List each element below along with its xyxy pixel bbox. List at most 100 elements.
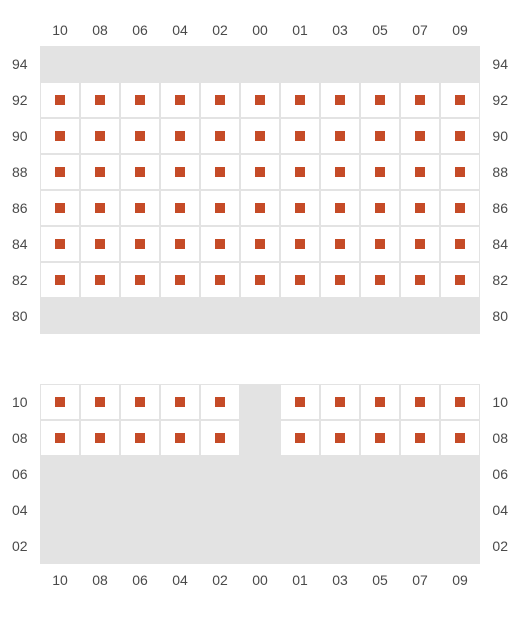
seat-marker xyxy=(55,433,65,443)
cell xyxy=(160,82,200,118)
row-label: 92 xyxy=(12,92,28,108)
seat-marker xyxy=(375,397,385,407)
cell xyxy=(80,118,120,154)
cell xyxy=(280,384,320,420)
seat-marker xyxy=(295,239,305,249)
col-label: 06 xyxy=(132,22,148,38)
seat-marker xyxy=(415,397,425,407)
seat-marker xyxy=(215,275,225,285)
cell xyxy=(280,298,320,334)
seat-marker xyxy=(335,131,345,141)
row-label: 04 xyxy=(492,502,508,518)
row-label: 10 xyxy=(12,394,28,410)
cell xyxy=(440,384,480,420)
seat-marker xyxy=(215,167,225,177)
cell xyxy=(120,226,160,262)
cell xyxy=(240,118,280,154)
row-label: 80 xyxy=(12,308,28,324)
cell xyxy=(440,492,480,528)
cell xyxy=(320,528,360,564)
cell xyxy=(240,492,280,528)
row-label: 06 xyxy=(492,466,508,482)
cell xyxy=(320,420,360,456)
col-label: 09 xyxy=(452,22,468,38)
cell xyxy=(400,226,440,262)
seat-marker xyxy=(215,433,225,443)
cell xyxy=(160,190,200,226)
row-label: 84 xyxy=(492,236,508,252)
seat-marker xyxy=(95,131,105,141)
seat-marker xyxy=(335,203,345,213)
col-label: 05 xyxy=(372,572,388,588)
cell xyxy=(440,420,480,456)
seat-marker xyxy=(455,275,465,285)
cell xyxy=(120,420,160,456)
seat-marker xyxy=(95,203,105,213)
seat-marker xyxy=(415,95,425,105)
cell xyxy=(280,492,320,528)
cell xyxy=(80,154,120,190)
cell xyxy=(360,262,400,298)
seat-marker xyxy=(95,397,105,407)
col-label: 10 xyxy=(52,572,68,588)
seat-marker xyxy=(295,397,305,407)
cell xyxy=(120,154,160,190)
cell xyxy=(240,384,280,420)
col-label: 08 xyxy=(92,572,108,588)
col-label: 04 xyxy=(172,22,188,38)
cell xyxy=(80,46,120,82)
row-label: 86 xyxy=(492,200,508,216)
seat-marker xyxy=(135,239,145,249)
cell xyxy=(120,190,160,226)
cell xyxy=(320,82,360,118)
cell xyxy=(240,298,280,334)
cell xyxy=(120,82,160,118)
cell xyxy=(200,226,240,262)
cell xyxy=(40,46,80,82)
seat-marker xyxy=(215,239,225,249)
row-label: 08 xyxy=(12,430,28,446)
cell xyxy=(200,262,240,298)
col-label: 03 xyxy=(332,22,348,38)
cell xyxy=(120,46,160,82)
seat-marker xyxy=(95,239,105,249)
cell xyxy=(440,456,480,492)
cell xyxy=(120,262,160,298)
seat-marker xyxy=(455,203,465,213)
cell xyxy=(280,420,320,456)
seat-marker xyxy=(135,131,145,141)
cell xyxy=(120,384,160,420)
top-block-grid xyxy=(40,46,480,334)
row-label: 94 xyxy=(492,56,508,72)
cell xyxy=(200,384,240,420)
seat-marker xyxy=(455,239,465,249)
seating-diagram: 1008060402000103050709949492929090888886… xyxy=(0,0,520,640)
cell xyxy=(320,226,360,262)
col-label: 05 xyxy=(372,22,388,38)
col-label: 02 xyxy=(212,572,228,588)
cell xyxy=(240,190,280,226)
seat-marker xyxy=(415,167,425,177)
seat-marker xyxy=(335,275,345,285)
cell xyxy=(240,154,280,190)
cell xyxy=(440,298,480,334)
cell xyxy=(280,154,320,190)
cell xyxy=(400,384,440,420)
cell xyxy=(160,46,200,82)
cell xyxy=(440,528,480,564)
cell xyxy=(360,528,400,564)
cell xyxy=(240,82,280,118)
cell xyxy=(400,82,440,118)
cell xyxy=(400,154,440,190)
cell xyxy=(40,492,80,528)
cell xyxy=(440,46,480,82)
cell xyxy=(160,420,200,456)
seat-marker xyxy=(455,95,465,105)
row-label: 94 xyxy=(12,56,28,72)
seat-marker xyxy=(375,275,385,285)
seat-marker xyxy=(175,167,185,177)
col-label: 08 xyxy=(92,22,108,38)
seat-marker xyxy=(415,203,425,213)
cell xyxy=(40,262,80,298)
cell xyxy=(200,46,240,82)
